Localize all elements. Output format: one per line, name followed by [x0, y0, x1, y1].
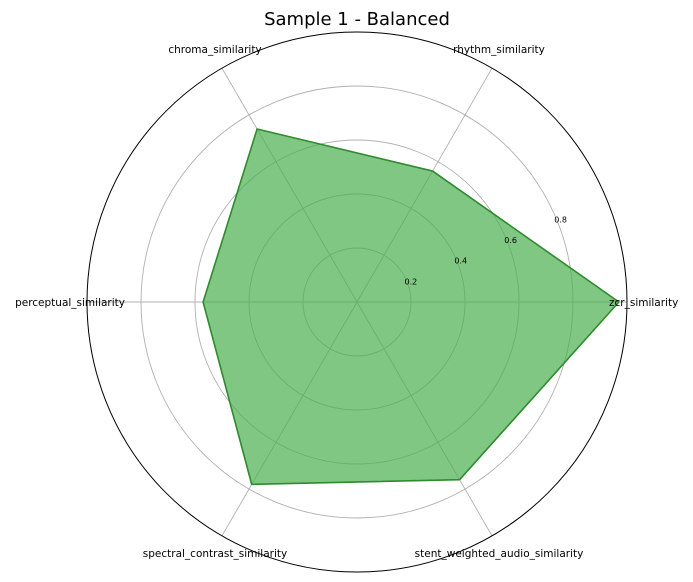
- axis-labels: zcr_similarity rhythm_similarity chroma_si…: [15, 44, 678, 560]
- chart-title: Sample 1 - Balanced: [264, 9, 450, 30]
- axis-label-perceptual_similarity: perceptual_similarity: [15, 297, 125, 309]
- axis-label-zcr_similarity: zcr_similarity: [609, 297, 678, 309]
- polar-frame: [86, 31, 628, 573]
- axis-label-rhythm_similarity: rhythm_similarity: [453, 44, 545, 56]
- axis-label-stent_weighted_audio_similarity: stent_weighted_audio_similarity: [415, 548, 584, 560]
- radial-tick-labels: 0.2 0.4 0.6 0.8: [405, 215, 567, 286]
- radial-tick-label: 0.8: [554, 215, 567, 224]
- radial-tick-label: 0.4: [454, 257, 467, 266]
- radial-tick-label: 0.2: [405, 277, 418, 286]
- series-area: [203, 128, 619, 485]
- series: [202, 128, 620, 486]
- axis-label-spectral_contrast_similarity: spectral_contrast_similarity: [143, 548, 287, 560]
- series-line: [202, 128, 620, 486]
- radial-tick-label: 0.6: [504, 236, 517, 245]
- axis-label-chroma_similarity: chroma_similarity: [168, 44, 261, 56]
